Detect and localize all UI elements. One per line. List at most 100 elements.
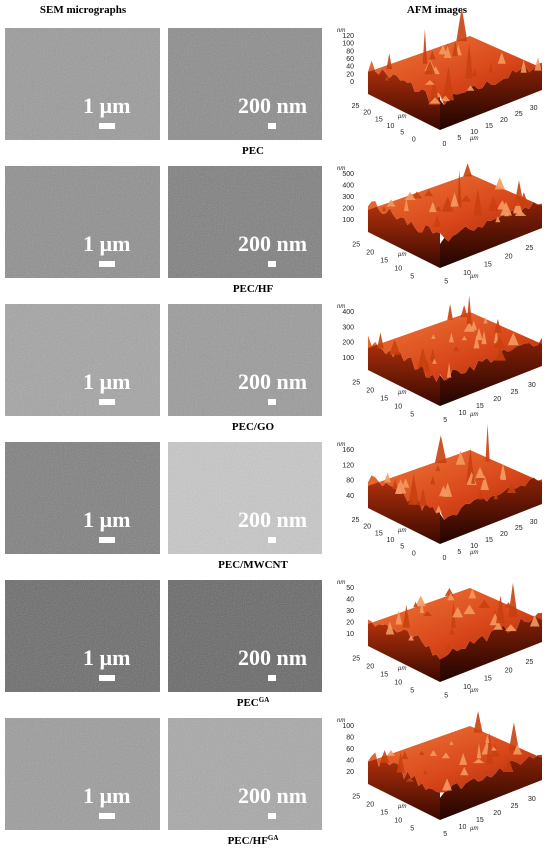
z-tick-label: 20 <box>346 620 354 627</box>
afm-side <box>440 202 542 268</box>
z-tick-label: 80 <box>346 478 354 485</box>
afm-peak <box>493 622 503 630</box>
afm-peak <box>494 319 502 333</box>
x-tick-label: 15 <box>485 537 493 544</box>
x-tick-label: 10 <box>459 410 467 417</box>
z-tick-label: 40 <box>346 64 354 71</box>
afm-peak <box>450 601 456 628</box>
x-tick-label: 15 <box>476 403 484 410</box>
x-tick-label: 5 <box>457 549 461 556</box>
sem-texture <box>5 442 160 554</box>
x-tick-label: 20 <box>493 396 501 403</box>
sem-texture <box>5 718 160 830</box>
afm-image <box>368 423 542 544</box>
y-tick-label: 20 <box>366 663 374 670</box>
afm-peak <box>430 475 436 485</box>
afm-peak <box>473 711 483 733</box>
afm-side <box>440 477 542 544</box>
afm-peak <box>485 423 490 462</box>
y-tick-label: 15 <box>375 116 383 123</box>
x-tick-label: 25 <box>526 245 534 252</box>
afm-peak <box>483 317 488 324</box>
z-unit: nm <box>337 166 345 172</box>
afm-peak <box>507 332 519 346</box>
afm-peak <box>448 627 455 635</box>
afm-peak <box>440 95 451 102</box>
y-tick-label: 5 <box>400 544 404 551</box>
afm-peak <box>381 205 387 212</box>
afm-peak <box>438 44 448 55</box>
z-unit: nm <box>337 580 345 586</box>
y-tick-label: 25 <box>352 517 360 524</box>
y-tick-label: 10 <box>394 679 402 686</box>
z-tick-label: 20 <box>346 769 354 776</box>
afm-surface <box>368 450 542 520</box>
z-tick-label: 100 <box>342 217 354 224</box>
z-tick-label: 20 <box>346 71 354 78</box>
afm-peak <box>506 482 516 493</box>
sem-texture <box>5 580 160 692</box>
y-tick-label: 10 <box>394 817 402 824</box>
afm-peak <box>408 635 415 641</box>
z-tick-label: 100 <box>342 355 354 362</box>
afm-header: AFM images <box>407 4 468 16</box>
sem-header: SEM micrographs <box>40 4 127 16</box>
afm-surface <box>368 174 542 242</box>
afm-peak <box>475 466 485 479</box>
x-tick-label: 0 <box>443 555 447 562</box>
afm-image <box>368 163 542 268</box>
z-tick-label: 30 <box>346 608 354 615</box>
y-tick-label: 5 <box>410 825 414 832</box>
afm-peak <box>384 472 392 483</box>
afm-peak <box>449 740 454 745</box>
z-tick-label: 400 <box>342 309 354 316</box>
x-tick-label: 20 <box>500 117 508 124</box>
y-tick-label: 20 <box>366 387 374 394</box>
afm-side <box>368 619 440 682</box>
afm-peak <box>429 348 436 361</box>
afm-peak <box>457 169 462 208</box>
label-sup: GA <box>268 834 279 842</box>
sem-texture <box>168 718 322 830</box>
afm-peak <box>396 752 405 773</box>
sem-texture <box>5 28 160 140</box>
scale-bar <box>268 537 276 543</box>
y-tick-label: 15 <box>380 671 388 678</box>
afm-peak <box>452 345 460 352</box>
y-tick-label: 10 <box>387 537 395 544</box>
x-unit: µm <box>470 826 478 832</box>
scale-bar <box>268 675 276 681</box>
label-text: PEC <box>237 697 259 709</box>
afm-peak <box>463 604 476 615</box>
x-tick-label: 15 <box>476 817 484 824</box>
afm-peak <box>392 479 398 489</box>
y-unit: µm <box>398 804 406 810</box>
afm-side <box>368 335 440 406</box>
label-text: PEC/MWCNT <box>218 559 288 571</box>
afm-peak <box>460 766 469 776</box>
y-tick-label: 10 <box>387 123 395 130</box>
afm-side <box>368 752 440 820</box>
y-tick-label: 0 <box>412 550 416 557</box>
afm-peak <box>465 42 473 79</box>
afm-image <box>368 7 542 130</box>
afm-peak <box>435 464 441 472</box>
afm-surface <box>368 36 542 106</box>
afm-peak <box>481 330 487 345</box>
afm-peak <box>443 45 452 59</box>
afm-peak <box>500 201 512 216</box>
afm-peak <box>463 163 473 177</box>
z-tick-label: 0 <box>350 79 354 86</box>
z-tick-label: 40 <box>346 493 354 500</box>
afm-peak <box>448 332 454 343</box>
x-tick-label: 20 <box>505 253 513 260</box>
afm-peak <box>444 587 454 596</box>
afm-peak <box>379 758 388 763</box>
afm-peak <box>428 79 440 105</box>
afm-peak <box>497 52 506 64</box>
afm-peak <box>401 478 410 488</box>
afm-peak <box>419 598 424 613</box>
x-unit: µm <box>470 136 478 142</box>
x-tick-label: 30 <box>530 105 538 112</box>
